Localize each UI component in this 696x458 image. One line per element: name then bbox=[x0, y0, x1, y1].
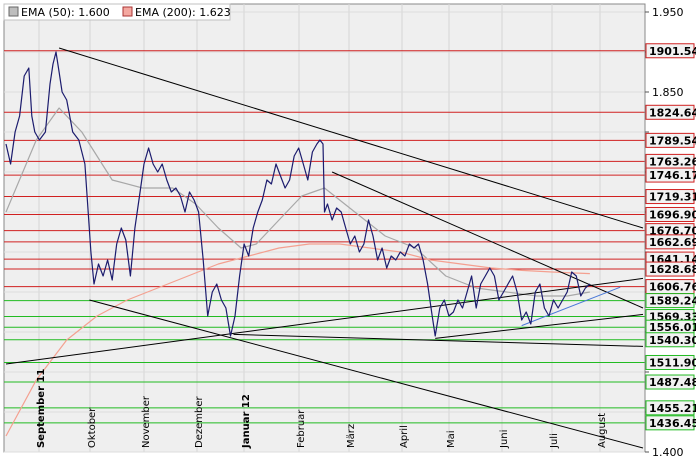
trendline bbox=[435, 313, 644, 339]
x-tick-label: November bbox=[141, 395, 152, 448]
x-tick-label: Juni bbox=[499, 430, 510, 449]
resistance-level-label: 1763.26 bbox=[649, 155, 696, 168]
price-series bbox=[5, 51, 591, 337]
support-level-box bbox=[645, 400, 695, 416]
support-level-box bbox=[645, 354, 695, 370]
legend-label-ema50: EMA (50): 1.600 bbox=[21, 6, 110, 19]
resistance-level-box bbox=[645, 261, 695, 277]
x-tick-label: Februar bbox=[296, 409, 307, 448]
y-tick-label: 1.950 bbox=[652, 6, 684, 19]
x-tick-label: Dezember bbox=[194, 396, 205, 448]
trendline bbox=[331, 171, 644, 309]
resistance-level-label: 1789.54 bbox=[649, 134, 696, 147]
resistance-level-box bbox=[645, 189, 695, 205]
x-axis: September 11 Oktober November Dezember Janua… bbox=[36, 369, 608, 449]
support-level-box bbox=[645, 293, 695, 309]
x-tick-label: April bbox=[399, 425, 410, 448]
resistance-level-box bbox=[645, 167, 695, 183]
resistance-level-label: 1696.90 bbox=[649, 208, 696, 221]
trendline bbox=[5, 277, 644, 365]
resistance-level-label: 1719.31 bbox=[649, 191, 696, 204]
x-tick-label: Mai bbox=[446, 430, 457, 448]
ema50-line bbox=[5, 107, 591, 297]
resistance-level-label: 1628.68 bbox=[649, 263, 696, 276]
y-axis: 1.400 1.850 1.950 bbox=[644, 4, 684, 458]
support-level-label: 1556.01 bbox=[649, 321, 696, 334]
x-tick-label: August bbox=[597, 413, 608, 448]
trendline bbox=[89, 299, 644, 449]
resistance-level-box bbox=[645, 234, 695, 250]
price-line bbox=[5, 51, 591, 337]
trendline bbox=[521, 286, 621, 327]
x-tick-label: September 11 bbox=[36, 369, 47, 448]
x-tick-label: Oktober bbox=[87, 407, 98, 448]
resistance-level-box bbox=[645, 206, 695, 222]
resistance-level-box bbox=[645, 104, 695, 120]
grid bbox=[4, 4, 645, 453]
legend-swatch-ema200 bbox=[122, 6, 133, 17]
legend-label-ema200: EMA (200): 1.623 bbox=[135, 6, 231, 19]
ema200-line bbox=[5, 243, 590, 437]
legend: EMA (50): 1.600 EMA (200): 1.623 bbox=[3, 3, 231, 21]
x-tick-label: März bbox=[346, 424, 357, 448]
support-level-label: 1511.90 bbox=[649, 356, 696, 369]
support-level-label: 1436.45 bbox=[649, 417, 696, 430]
trendlines bbox=[5, 47, 644, 449]
resistance-level-label: 1606.76 bbox=[649, 281, 696, 294]
resistance-level-label: 1746.17 bbox=[649, 169, 696, 182]
y-tick-label: 1.400 bbox=[652, 446, 684, 458]
legend-swatch-ema50 bbox=[8, 6, 19, 17]
ema-lines bbox=[5, 107, 591, 437]
support-level-label: 1455.21 bbox=[649, 402, 696, 415]
support-level-label: 1540.30 bbox=[649, 334, 696, 347]
x-tick-label: Juli bbox=[549, 433, 560, 449]
support-level-box bbox=[645, 332, 695, 348]
resistance-level-label: 1901.54 bbox=[649, 45, 696, 58]
x-tick-label: Januar 12 bbox=[241, 394, 252, 449]
support-level-label: 1589.24 bbox=[649, 295, 696, 308]
trendline bbox=[233, 333, 644, 347]
resistance-level-box bbox=[645, 43, 695, 59]
resistance-level-box bbox=[645, 132, 695, 148]
y-tick-label: 1.850 bbox=[652, 86, 684, 99]
support-level-box bbox=[645, 374, 695, 390]
resistance-level-label: 1824.64 bbox=[649, 106, 696, 119]
support-level-label: 1487.48 bbox=[649, 376, 696, 389]
trendline bbox=[58, 47, 644, 229]
resistance-level-label: 1662.69 bbox=[649, 236, 696, 249]
legend-background bbox=[3, 3, 231, 21]
plot-area bbox=[3, 3, 646, 453]
support-level-box bbox=[645, 415, 695, 431]
